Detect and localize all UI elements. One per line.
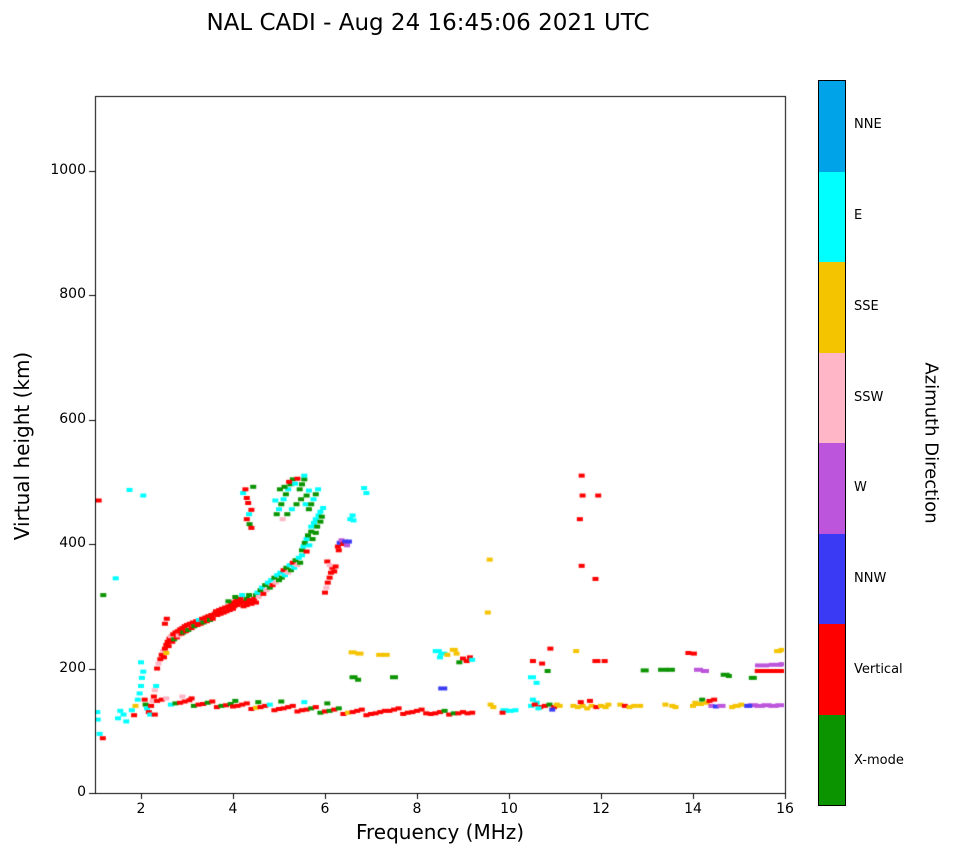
colorbar-label-x-mode: X-mode (854, 752, 904, 768)
x-tick-label-6: 6 (320, 801, 330, 817)
colorbar-segment-x-mode (819, 714, 845, 805)
colorbar (818, 80, 846, 806)
colorbar-label-nnw: NNW (854, 571, 887, 587)
colorbar-segment-ssw (819, 352, 845, 443)
x-tick-label-14: 14 (684, 801, 702, 817)
x-tick-label-16: 16 (776, 801, 794, 817)
x-tick-label-8: 8 (412, 801, 422, 817)
x-tick-label-4: 4 (228, 801, 238, 817)
x-axis-label: Frequency (MHz) (355, 820, 525, 844)
colorbar-label-ssw: SSW (854, 389, 884, 405)
y-tick-label-0: 0 (77, 784, 86, 800)
x-tick-label-2: 2 (136, 801, 146, 817)
colorbar-segment-vertical (819, 624, 845, 715)
colorbar-title: Azimuth Direction (920, 362, 942, 524)
colorbar-label-sse: SSE (854, 298, 879, 314)
y-axis-label: Virtual height (km) (10, 351, 34, 541)
colorbar-segment-nnw (819, 533, 845, 624)
colorbar-segment-sse (819, 262, 845, 353)
colorbar-label-w: W (854, 480, 867, 496)
y-tick-label-800: 800 (59, 286, 86, 303)
y-tick-label-200: 200 (59, 659, 86, 676)
colorbar-segment-e (819, 171, 845, 262)
colorbar-segment-nne (819, 81, 845, 172)
y-tick-label-1000: 1000 (50, 161, 86, 178)
y-tick-label-400: 400 (59, 535, 86, 552)
colorbar-label-e: E (854, 208, 863, 224)
colorbar-label-nne: NNE (854, 117, 882, 133)
y-tick-label-600: 600 (59, 410, 86, 427)
x-tick-label-12: 12 (592, 801, 610, 817)
colorbar-label-vertical: Vertical (854, 661, 903, 677)
colorbar-segment-w (819, 443, 845, 534)
x-tick-label-10: 10 (500, 801, 518, 817)
